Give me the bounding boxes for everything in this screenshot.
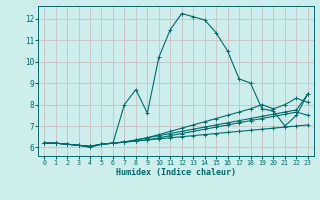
X-axis label: Humidex (Indice chaleur): Humidex (Indice chaleur)	[116, 168, 236, 177]
